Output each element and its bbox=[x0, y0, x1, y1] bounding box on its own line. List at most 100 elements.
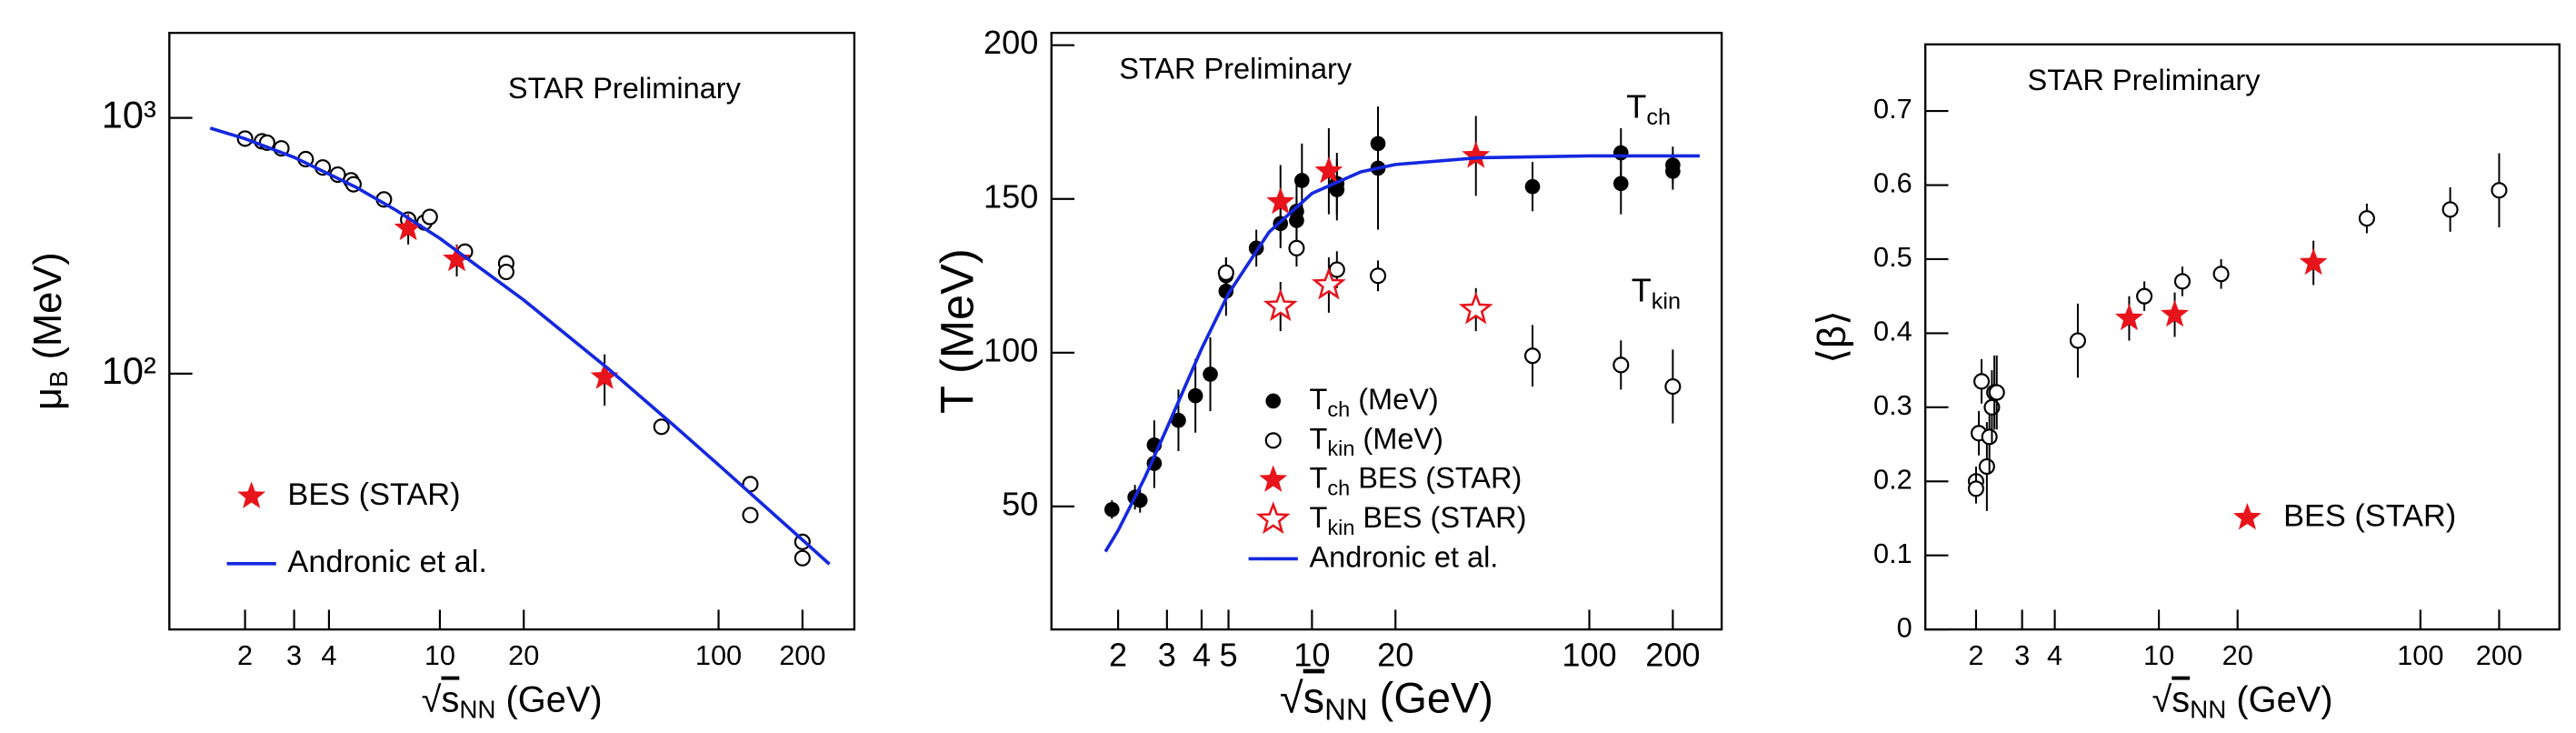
point bbox=[497, 263, 514, 281]
x-tick-label: 200 bbox=[779, 639, 825, 671]
y-tick-label: 10³ bbox=[102, 94, 156, 136]
star-point bbox=[2114, 303, 2143, 331]
subscript: B bbox=[45, 370, 73, 387]
text-part: T bbox=[1632, 271, 1652, 308]
plot-frame bbox=[1050, 31, 1723, 631]
point bbox=[1524, 178, 1541, 195]
text-part: s bbox=[2172, 679, 2190, 719]
y-tick-label: 150 bbox=[983, 177, 1038, 215]
x-tick-label: 2 bbox=[237, 639, 253, 671]
point bbox=[1612, 145, 1629, 161]
radical: √ bbox=[2152, 679, 2172, 719]
point bbox=[421, 208, 438, 226]
x-axis-label: √sNN (GeV) bbox=[422, 679, 603, 724]
text-part: μ bbox=[27, 387, 71, 410]
point bbox=[1665, 157, 1681, 173]
subscript: ch bbox=[1327, 477, 1350, 500]
y-axis-label: μB (MeV) bbox=[27, 252, 74, 410]
star-point bbox=[1263, 288, 1298, 322]
legend-label: BES (STAR) bbox=[287, 477, 460, 512]
text-part: (MeV) bbox=[1354, 422, 1443, 455]
point bbox=[1664, 377, 1682, 396]
point bbox=[2441, 201, 2459, 218]
text-part: (GeV) bbox=[1368, 674, 1493, 722]
radical: √ bbox=[422, 679, 442, 719]
text-part: Andronic et al. bbox=[1309, 540, 1498, 573]
y-tick-label: 0 bbox=[1897, 611, 1912, 643]
star-point bbox=[1266, 186, 1295, 215]
point bbox=[1217, 264, 1234, 281]
text-part: s bbox=[1303, 674, 1324, 722]
star-point bbox=[394, 213, 423, 241]
y-tick-label: 0.5 bbox=[1873, 241, 1912, 273]
text-part: BES (STAR) bbox=[2283, 498, 2456, 533]
x-tick-label: 10 bbox=[1293, 636, 1330, 673]
point bbox=[2069, 332, 2086, 349]
point bbox=[1187, 387, 1203, 404]
point bbox=[1328, 261, 1345, 278]
x-tick-label: 100 bbox=[2397, 639, 2443, 671]
star-point bbox=[1312, 266, 1346, 300]
x-tick-label: 20 bbox=[1377, 636, 1413, 673]
text-part: BES (STAR) bbox=[287, 477, 460, 512]
text-part: (MeV) bbox=[27, 252, 71, 370]
y-axis-label: ⟨β⟩ bbox=[1811, 310, 1854, 364]
x-tick-label: 200 bbox=[2476, 639, 2522, 671]
star-point bbox=[590, 362, 619, 389]
text-part: (GeV) bbox=[496, 679, 603, 719]
subscript: ch bbox=[1646, 105, 1671, 130]
text-part: T bbox=[1309, 461, 1327, 494]
plot-frame bbox=[1924, 43, 2561, 631]
point bbox=[1973, 373, 1991, 390]
model-line bbox=[1103, 154, 1700, 553]
annotation: STAR Preliminary bbox=[1119, 52, 1353, 85]
annotation: STAR Preliminary bbox=[2028, 64, 2261, 96]
x-tick-label: 3 bbox=[286, 639, 302, 671]
x-tick-label: 100 bbox=[695, 639, 742, 671]
model-line bbox=[209, 126, 831, 566]
x-axis-label: √sNN (GeV) bbox=[1280, 674, 1493, 726]
x-tick-label: 200 bbox=[1645, 636, 1700, 673]
text-part: BES (STAR) bbox=[1350, 461, 1522, 494]
point bbox=[1523, 347, 1542, 365]
point bbox=[1612, 176, 1629, 192]
x-tick-label: 100 bbox=[1562, 636, 1616, 673]
legend-marker bbox=[1255, 501, 1291, 535]
point bbox=[1103, 501, 1120, 517]
text-part: (MeV) bbox=[1350, 383, 1439, 416]
y-tick-label: 10² bbox=[102, 349, 156, 392]
x-tick-label: 10 bbox=[2143, 639, 2174, 671]
text-part: ⟨β⟩ bbox=[1811, 310, 1854, 364]
legend-marker bbox=[1265, 393, 1282, 409]
star-point bbox=[2299, 247, 2328, 276]
point bbox=[1288, 239, 1305, 256]
y-tick-label: 50 bbox=[1002, 485, 1038, 522]
annotation: STAR Preliminary bbox=[508, 72, 742, 105]
star-point bbox=[443, 244, 472, 272]
x-tick-label: 20 bbox=[2222, 639, 2253, 671]
subscript: kin bbox=[1327, 437, 1354, 460]
x-tick-label: 4 bbox=[321, 639, 336, 671]
x-tick-label: 3 bbox=[2014, 639, 2030, 671]
subscript: NN bbox=[1324, 692, 1367, 726]
y-axis-label: T (MeV) bbox=[932, 248, 983, 414]
subscript: NN bbox=[459, 696, 495, 724]
curve-label: Tkin bbox=[1632, 271, 1681, 314]
legend-label: BES (STAR) bbox=[2283, 498, 2456, 533]
text-part: Andronic et al. bbox=[287, 545, 486, 579]
y-tick-label: 0.1 bbox=[1873, 537, 1912, 569]
point bbox=[1294, 173, 1310, 188]
curve-label: Tch bbox=[1626, 87, 1671, 130]
point bbox=[2136, 287, 2153, 305]
text-part: (GeV) bbox=[2226, 679, 2332, 719]
subscript: NN bbox=[2190, 696, 2226, 724]
point bbox=[1171, 412, 1186, 428]
y-tick-label: 0.7 bbox=[1873, 93, 1912, 125]
x-axis-label: √sNN (GeV) bbox=[2152, 679, 2332, 724]
text-part: T (MeV) bbox=[932, 248, 983, 414]
x-tick-label: 4 bbox=[2047, 639, 2062, 671]
x-tick-label: 3 bbox=[1158, 636, 1176, 673]
text-part: T bbox=[1309, 422, 1327, 455]
subscript: kin bbox=[1327, 516, 1354, 539]
